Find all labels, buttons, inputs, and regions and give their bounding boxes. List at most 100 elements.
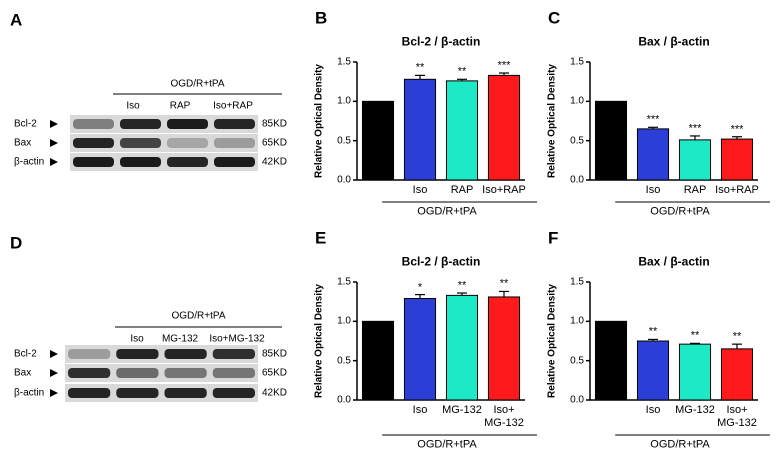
x-tick-label: Iso+ MG-132 — [484, 404, 524, 429]
blot-band — [212, 368, 255, 378]
blot-band — [116, 368, 159, 378]
row-arrow — [50, 139, 58, 147]
blot-band — [68, 349, 111, 359]
row-label: β-actin — [14, 387, 45, 399]
size-label: 42KD — [262, 156, 288, 168]
size-label: 65KD — [262, 137, 288, 149]
blot-band — [116, 349, 159, 359]
y-tick-label: 0.5 — [570, 355, 584, 367]
significance-label: ** — [690, 329, 700, 342]
row-label: Bcl-2 — [14, 118, 37, 130]
panel-letter: A — [10, 10, 23, 30]
blot-band — [214, 119, 255, 129]
blot-band — [214, 138, 255, 148]
row-arrow — [50, 350, 58, 358]
chart-title: Bax / β-actin — [638, 34, 710, 49]
blot-background — [70, 153, 258, 171]
row-label: Bcl-2 — [14, 348, 37, 360]
row-label: Bax — [14, 367, 32, 379]
y-tick-label: 0.5 — [337, 135, 351, 147]
significance-label: *** — [688, 122, 702, 135]
significance-label: * — [417, 281, 423, 294]
bar — [445, 294, 479, 401]
blot-background — [65, 384, 258, 402]
y-tick-label: 0.0 — [337, 174, 351, 186]
x-tick-label: RAP — [450, 184, 474, 196]
x-tick-label: Iso — [412, 184, 428, 196]
significance-label: ** — [499, 277, 509, 290]
row-arrow — [50, 369, 58, 377]
row-arrow — [50, 389, 58, 397]
significance-label: ** — [457, 65, 467, 78]
y-axis-label: Relative Optical Density — [313, 284, 325, 398]
group-label: OGD/R+tPA — [650, 438, 710, 451]
row-label: Bax — [14, 137, 32, 149]
row-label: β-actin — [14, 156, 45, 168]
bar — [403, 78, 437, 181]
size-label: 85KD — [262, 348, 288, 360]
bar — [361, 320, 395, 401]
size-label: 85KD — [262, 118, 288, 130]
blot-background — [70, 115, 258, 133]
y-axis-label: Relative Optical Density — [546, 64, 558, 178]
blot-background — [70, 134, 258, 152]
blot-band — [73, 138, 114, 148]
blot-band — [212, 388, 255, 398]
y-tick-label: 0.0 — [570, 174, 584, 186]
blot-band — [120, 157, 161, 167]
y-tick-label: 1.0 — [570, 315, 584, 327]
blot-band — [212, 349, 255, 359]
row-arrow — [50, 158, 58, 166]
significance-label: ** — [648, 325, 658, 338]
x-tick-label: RAP — [683, 184, 707, 196]
size-label: 65KD — [262, 367, 288, 379]
group-label: OGD/R+tPA — [417, 438, 477, 451]
significance-label: ** — [457, 279, 467, 292]
chart-title: Bcl-2 / β-actin — [401, 34, 481, 49]
bar — [678, 343, 712, 401]
lane-label: Iso+MG-132 — [209, 333, 265, 345]
group-label: OGD/R+tPA — [171, 310, 226, 322]
y-tick-label: 1.5 — [570, 56, 584, 68]
y-tick-label: 0.5 — [337, 355, 351, 367]
bar — [594, 100, 628, 181]
chart-title: Bcl-2 / β-actin — [401, 254, 481, 269]
size-label: 42KD — [262, 387, 288, 399]
blot-band — [164, 368, 207, 378]
blot-band — [120, 138, 161, 148]
blot-band — [167, 157, 208, 167]
chart-title: Bax / β-actin — [638, 254, 710, 269]
blot-background — [65, 345, 258, 363]
bar — [720, 138, 754, 181]
blot-band — [68, 368, 111, 378]
x-tick-label: Iso — [645, 184, 661, 196]
blot-band — [167, 119, 208, 129]
y-tick-label: 1.5 — [337, 56, 351, 68]
group-label: OGD/R+tPA — [170, 78, 225, 90]
lane-label: MG-132 — [161, 333, 199, 345]
blot-band — [164, 349, 207, 359]
group-label: OGD/R+tPA — [650, 205, 710, 218]
blot-band — [164, 388, 207, 398]
significance-label: *** — [497, 59, 511, 72]
blot-band — [116, 388, 159, 398]
panel-letter: C — [548, 8, 561, 28]
y-axis-label: Relative Optical Density — [546, 284, 558, 398]
group-label: OGD/R+tPA — [417, 205, 477, 218]
significance-label: ** — [415, 61, 425, 74]
lane-label: Iso — [126, 100, 140, 112]
x-tick-label: Iso+ MG-132 — [717, 404, 757, 429]
panel-letter: D — [10, 233, 23, 253]
y-tick-label: 0.0 — [570, 394, 584, 406]
bar — [636, 340, 670, 401]
y-tick-label: 0.0 — [337, 394, 351, 406]
y-tick-label: 1.0 — [337, 95, 351, 107]
lane-label: Iso — [130, 333, 144, 345]
y-tick-label: 1.5 — [337, 276, 351, 288]
significance-label: *** — [646, 113, 660, 126]
bar — [403, 298, 437, 401]
x-tick-label: Iso — [645, 404, 661, 416]
bar — [487, 74, 521, 181]
